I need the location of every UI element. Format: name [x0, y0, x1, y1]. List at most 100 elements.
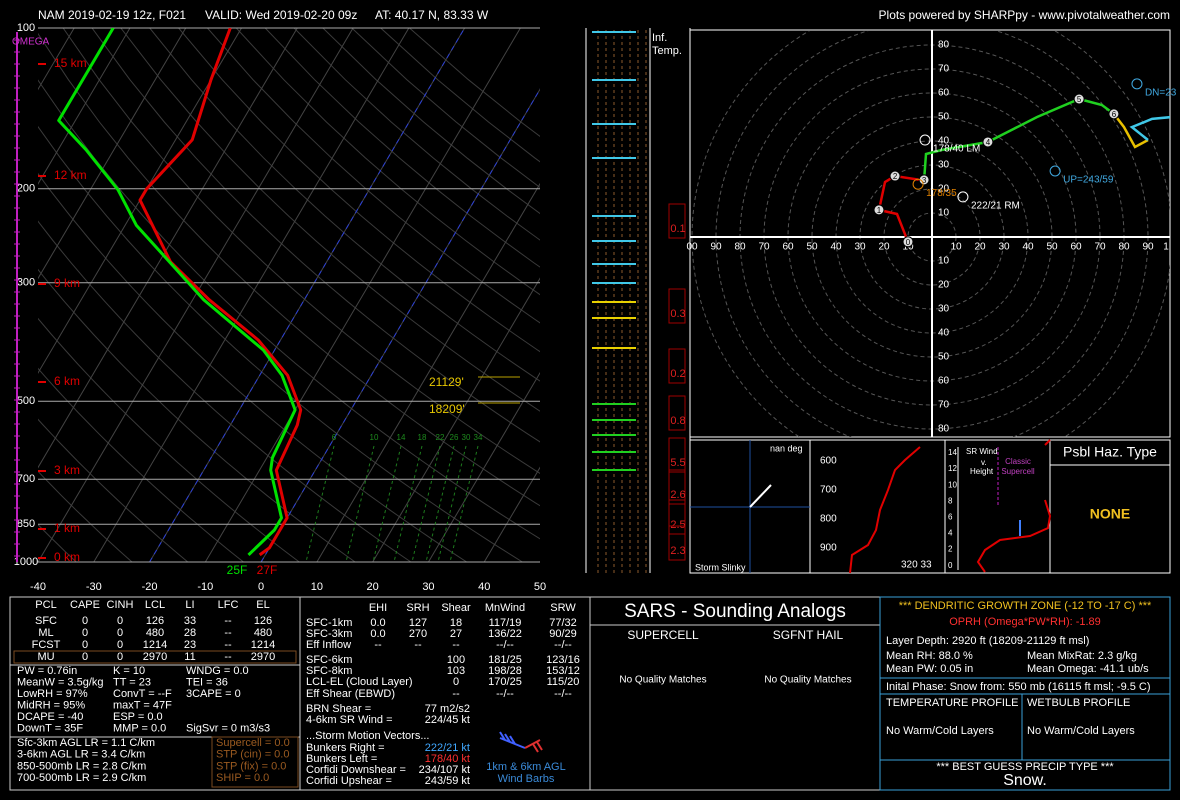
sr-reference: Supercell — [1001, 467, 1035, 476]
height-marker-label: 4 — [986, 138, 991, 147]
storm-vector-label: 178/35 — [926, 188, 957, 199]
dgz-stat: Mean MixRat: 2.3 g/kg — [1027, 650, 1137, 662]
composite-box — [211, 736, 299, 788]
highlight-isotherm — [260, 88, 540, 563]
parcel-header: CAPE — [70, 599, 100, 611]
composite-index: STP (cin) = 0.0 — [216, 749, 289, 761]
header-credit: Plots powered by SHARPpy - www.pivotalwe… — [879, 8, 1170, 22]
theta-e-footer: 320 33 — [901, 560, 932, 571]
kinematic-header: MnWind — [485, 602, 525, 614]
hodo-label: 60 — [1070, 242, 1082, 253]
temp-tick-label: 0 — [258, 581, 264, 593]
parcel-cell: -- — [224, 627, 232, 639]
hodo-label: 70 — [758, 242, 770, 253]
parcel-cell: ML — [38, 627, 53, 639]
parcel-cell: 28 — [184, 627, 196, 639]
index-value: MMP = 0.0 — [113, 722, 166, 734]
index-value: LowRH = 97% — [17, 688, 88, 700]
mixing-ratio-label: 18 — [418, 433, 427, 442]
parcel-cell: 33 — [184, 615, 196, 627]
dry-adiabat — [62, 28, 540, 474]
index-value: TT = 23 — [113, 676, 151, 688]
hodo-label: 60 — [782, 242, 794, 253]
kinematic-cell: --/-- — [496, 688, 514, 700]
index-value: DownT = 35F — [17, 722, 83, 734]
parcel-cell: -- — [224, 639, 232, 651]
dry-adiabat — [207, 28, 540, 324]
isotherm-grid — [316, 182, 540, 563]
hodograph-trace — [922, 97, 1115, 180]
inferred-box — [668, 288, 686, 324]
mixing-ratio-label: 6 — [332, 433, 337, 442]
kinematic-cell: 170/25 — [488, 676, 522, 688]
kinematic-cell: 100 — [447, 654, 465, 666]
inferred-box — [668, 395, 686, 431]
theta-e-label: 700 — [820, 485, 837, 496]
hazard-value: NONE — [1090, 506, 1130, 522]
kinematic-cell: -- — [414, 639, 422, 651]
sr-height-label: 8 — [948, 496, 953, 505]
hodo-label: 80 — [938, 424, 950, 435]
mixing-ratio-line — [425, 445, 455, 563]
height-marker — [1073, 93, 1085, 105]
parcel-header: LI — [185, 599, 194, 611]
storm-motion-title: ...Storm Motion Vectors... — [306, 730, 430, 742]
hodo-label: 50 — [1046, 242, 1058, 253]
kinematic-cell: 198/28 — [488, 665, 522, 677]
parcel-cell: 126 — [146, 615, 164, 627]
best-guess-title: *** BEST GUESS PRECIP TYPE *** — [936, 761, 1114, 773]
storm-motion-value: 178/40 kt — [425, 753, 470, 765]
temperature-profile — [138, 28, 303, 557]
mixing-ratio-line — [449, 445, 479, 563]
kinematic-cell: 103 — [447, 665, 465, 677]
highlight-isotherm — [149, 28, 466, 563]
sr-height-label: 2 — [948, 545, 953, 554]
best-guess-box — [879, 759, 1171, 791]
kinematic-cell: 127 — [409, 617, 427, 629]
composite-index: Supercell = 0.0 — [216, 737, 290, 749]
temp-tick-label: 40 — [478, 581, 490, 593]
shear-value: 77 m2/s2 — [425, 703, 470, 715]
header-location: AT: 40.17 N, 83.33 W — [375, 8, 489, 22]
hodo-label: 60 — [938, 376, 950, 387]
parcel-cell: 11 — [184, 651, 195, 663]
kinematic-cell: 77/32 — [549, 617, 577, 629]
dgz-stat: Mean PW: 0.05 in — [886, 663, 973, 675]
parcel-cell: 23 — [184, 639, 196, 651]
isotherm — [38, 28, 298, 469]
parcel-cell: 480 — [254, 627, 272, 639]
inferred-box — [668, 348, 686, 384]
lapse-rate: 850-500mb LR = 2.8 C/km — [17, 760, 146, 772]
mixing-ratio-label: 30 — [462, 433, 471, 442]
kinematic-cell: LCL-EL (Cloud Layer) — [306, 676, 413, 688]
mixing-ratio-label: 10 — [370, 433, 379, 442]
parcel-cell: 0 — [82, 615, 88, 627]
shear-label: 4-6km SR Wind = — [306, 714, 393, 726]
dry-adiabat — [264, 28, 540, 268]
hodo-label: 30 — [854, 242, 866, 253]
lapse-rate: 700-500mb LR = 2.9 C/km — [17, 772, 146, 784]
sars-match: No Quality Matches — [619, 675, 706, 686]
inferred-value: 2.3 — [670, 545, 685, 557]
temp-tick-label: 30 — [422, 581, 434, 593]
storm-vector — [912, 178, 924, 190]
kinematic-cell: 153/12 — [546, 665, 580, 677]
hodo-label: 30 — [938, 304, 950, 315]
slinky-vector — [749, 484, 772, 508]
inferred-box — [668, 203, 686, 239]
parcel-cell: 0 — [117, 651, 123, 663]
hodo-label: 20 — [938, 184, 950, 195]
height-label: 15 km — [54, 56, 87, 70]
kinematic-cell: -- — [452, 639, 460, 651]
mixing-ratio-line — [305, 445, 335, 563]
isotherm-grid — [428, 371, 540, 563]
precip-layers: No Warm/Cold Layers — [1027, 725, 1135, 737]
inferred-title: Temp. — [652, 45, 682, 57]
temp-tick-label: 50 — [534, 581, 546, 593]
sr-height-label: 0 — [948, 561, 953, 570]
parcel-cell: 0 — [117, 627, 123, 639]
kinematic-cell: Eff Shear (EBWD) — [306, 688, 395, 700]
height-label: 1 km — [54, 521, 80, 535]
inferred-value: 5.5 — [670, 457, 685, 469]
